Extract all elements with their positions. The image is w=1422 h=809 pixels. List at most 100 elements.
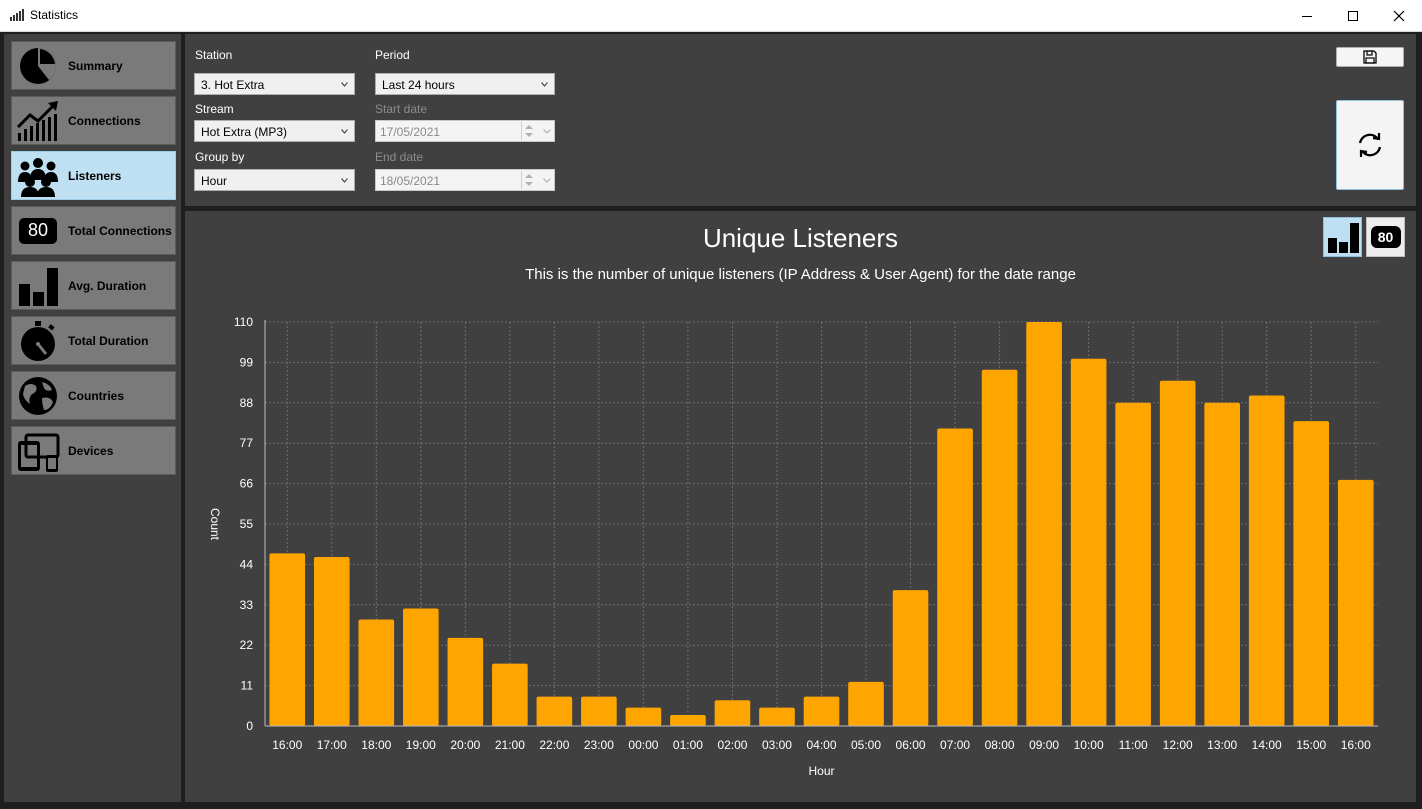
number-view-button[interactable]: 80 bbox=[1366, 217, 1405, 257]
sidebar-item-connections[interactable]: Connections bbox=[11, 96, 176, 145]
stopwatch-icon bbox=[21, 320, 55, 361]
window-title: Statistics bbox=[30, 8, 79, 22]
sidebar-item-label: Summary bbox=[68, 58, 123, 73]
refresh-button[interactable] bbox=[1336, 100, 1404, 190]
chevron-down-icon bbox=[341, 82, 348, 87]
x-tick-label: 21:00 bbox=[495, 738, 525, 752]
badge-value: 80 bbox=[19, 217, 57, 244]
x-tick-label: 23:00 bbox=[584, 738, 614, 752]
chevron-down-icon[interactable] bbox=[543, 129, 551, 134]
chart-bar bbox=[492, 663, 528, 726]
sidebar-item-label: Avg. Duration bbox=[68, 278, 147, 293]
minimize-button[interactable] bbox=[1284, 0, 1330, 31]
chart-bar bbox=[625, 707, 662, 726]
x-tick-label: 20:00 bbox=[450, 738, 480, 752]
x-tick-label: 07:00 bbox=[940, 738, 970, 752]
stream-value: Hot Extra (MP3) bbox=[201, 125, 288, 139]
number-badge-icon: 80 bbox=[1370, 226, 1401, 248]
bar-chart-icon bbox=[1327, 223, 1359, 253]
chart-bar bbox=[714, 700, 751, 726]
y-tick-label: 55 bbox=[240, 517, 254, 531]
chart-subtitle: This is the number of unique listeners (… bbox=[525, 266, 1076, 283]
x-tick-label: 06:00 bbox=[896, 738, 926, 752]
sidebar-item-label: Devices bbox=[68, 443, 114, 458]
y-tick-label: 110 bbox=[234, 315, 253, 329]
chart-bar bbox=[358, 619, 395, 726]
chart-bar bbox=[1337, 479, 1374, 726]
sidebar-item-label: Total Duration bbox=[68, 333, 149, 348]
chevron-down-icon bbox=[341, 129, 348, 134]
sidebar-item-label: Total Connections bbox=[68, 223, 172, 238]
period-label: Period bbox=[375, 48, 410, 62]
group-by-dropdown[interactable]: Hour bbox=[194, 169, 355, 191]
y-tick-label: 66 bbox=[240, 477, 254, 491]
y-tick-label: 99 bbox=[240, 355, 254, 369]
group-by-value: Hour bbox=[201, 174, 228, 188]
sidebar-item-avg-duration[interactable]: Avg. Duration bbox=[11, 261, 176, 310]
x-tick-label: 18:00 bbox=[361, 738, 391, 752]
chart-bar bbox=[803, 696, 840, 726]
bar-chart-icon bbox=[19, 267, 58, 306]
chart-bar bbox=[759, 707, 795, 726]
x-tick-label: 12:00 bbox=[1163, 738, 1193, 752]
bar-chart: 0 11 22 33 44 55 66 77 88 99 110 16:00 17:00 18:00 19:… bbox=[208, 315, 1378, 778]
chevron-down-icon bbox=[341, 178, 348, 183]
period-value: Last 24 hours bbox=[382, 78, 455, 92]
sidebar-item-devices[interactable]: Devices bbox=[11, 426, 176, 475]
sidebar-item-listeners[interactable]: Listeners bbox=[11, 151, 176, 200]
chart-panel: 0 11 22 33 44 55 66 77 88 99 110 16:00 17:00 18:00 19:… bbox=[185, 211, 1416, 802]
sidebar-item-summary[interactable]: Summary bbox=[11, 41, 176, 90]
close-button[interactable] bbox=[1376, 0, 1422, 31]
save-button[interactable] bbox=[1336, 47, 1404, 67]
close-icon bbox=[1393, 10, 1405, 21]
x-tick-label: 11:00 bbox=[1119, 738, 1148, 752]
devices-icon bbox=[18, 433, 60, 472]
y-tick-label: 33 bbox=[240, 598, 254, 612]
stream-dropdown[interactable]: Hot Extra (MP3) bbox=[194, 120, 355, 142]
y-tick-label: 88 bbox=[240, 396, 254, 410]
start-date-label: Start date bbox=[375, 102, 428, 116]
end-date-picker[interactable]: 18/05/2021 bbox=[375, 169, 555, 191]
period-dropdown[interactable]: Last 24 hours bbox=[375, 73, 555, 95]
x-tick-label: 00:00 bbox=[628, 738, 658, 752]
minimize-icon bbox=[1302, 15, 1312, 17]
sidebar-item-label: Listeners bbox=[68, 168, 122, 183]
x-tick-label: 16:00 bbox=[272, 738, 302, 752]
signal-bars-icon bbox=[10, 9, 24, 21]
group-by-label: Group by bbox=[195, 150, 245, 164]
x-tick-label: 09:00 bbox=[1029, 738, 1059, 752]
chart-bar bbox=[313, 557, 350, 726]
x-tick-label: 01:00 bbox=[673, 738, 703, 752]
spinner-icon[interactable] bbox=[521, 171, 536, 189]
pie-chart-icon bbox=[20, 47, 56, 84]
chart-bar bbox=[1070, 358, 1107, 726]
station-dropdown[interactable]: 3. Hot Extra bbox=[194, 73, 355, 95]
refresh-icon bbox=[1358, 133, 1382, 157]
sidebar-item-total-connections[interactable]: 80 Total Connections bbox=[11, 206, 176, 255]
chevron-down-icon[interactable] bbox=[543, 178, 551, 183]
spinner-icon[interactable] bbox=[521, 122, 536, 140]
chart-title: Unique Listeners bbox=[702, 223, 899, 253]
sidebar-item-total-duration[interactable]: Total Duration bbox=[11, 316, 176, 365]
sidebar-item-countries[interactable]: Countries bbox=[11, 371, 176, 420]
trending-up-icon bbox=[16, 100, 58, 141]
maximize-button[interactable] bbox=[1330, 0, 1376, 31]
filter-panel: Station 3. Hot Extra Period Last 24 hour… bbox=[185, 34, 1416, 206]
x-tick-label: 04:00 bbox=[806, 738, 836, 752]
start-date-picker[interactable]: 17/05/2021 bbox=[375, 120, 555, 142]
chart-view-button[interactable] bbox=[1323, 217, 1362, 257]
y-tick-label: 22 bbox=[240, 638, 254, 652]
x-tick-label: 17:00 bbox=[317, 738, 347, 752]
y-tick-label: 77 bbox=[240, 436, 254, 450]
chevron-down-icon bbox=[541, 82, 548, 87]
sidebar: Summary Connections Listene bbox=[4, 34, 181, 802]
x-tick-label: 05:00 bbox=[851, 738, 881, 752]
chart-bar bbox=[269, 553, 306, 726]
chart-bar bbox=[1204, 402, 1240, 726]
title-bar: Statistics bbox=[0, 0, 1422, 32]
people-group-icon bbox=[18, 157, 58, 197]
y-tick-label: 0 bbox=[246, 719, 253, 733]
chart-bar bbox=[581, 696, 617, 726]
globe-icon bbox=[19, 376, 57, 415]
x-tick-label: 16:00 bbox=[1341, 738, 1371, 752]
